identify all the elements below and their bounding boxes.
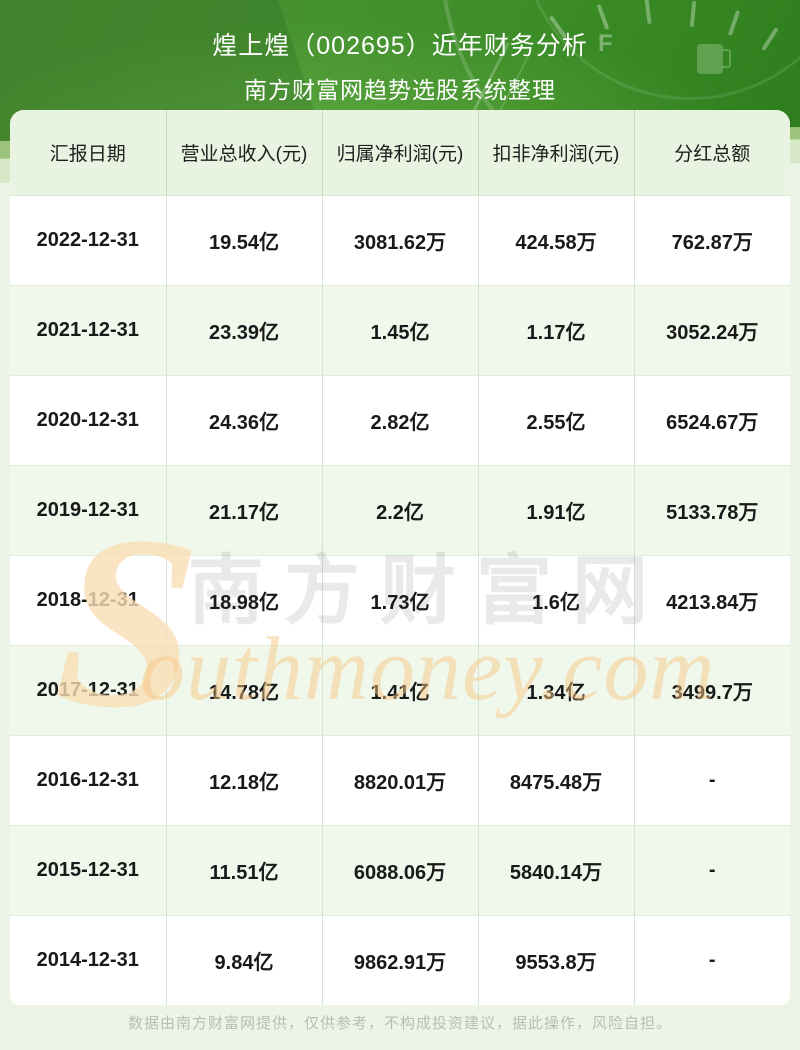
value-cell: 3052.24万 xyxy=(634,284,790,375)
value-cell: 18.98亿 xyxy=(166,554,323,645)
table-row: 2016-12-31 12.18亿 8820.01万 8475.48万 - xyxy=(10,734,790,825)
column-header: 汇报日期 xyxy=(10,110,167,196)
value-cell: 6524.67万 xyxy=(634,374,790,465)
value-cell: 1.17亿 xyxy=(478,284,635,375)
value-cell: 8475.48万 xyxy=(478,734,635,825)
value-cell: 762.87万 xyxy=(634,195,790,285)
fuel-pump-icon xyxy=(697,44,731,74)
value-cell: 424.58万 xyxy=(478,195,635,285)
value-cell: 9.84亿 xyxy=(166,914,323,1005)
table-row: 2021-12-31 23.39亿 1.45亿 1.17亿 3052.24万 xyxy=(10,284,790,375)
value-cell: 1.45亿 xyxy=(322,284,479,375)
report-date-cell: 2022-12-31 xyxy=(10,195,167,285)
value-cell: 4213.84万 xyxy=(634,554,790,645)
value-cell: 19.54亿 xyxy=(166,195,323,285)
value-cell: 5133.78万 xyxy=(634,464,790,555)
value-cell: - xyxy=(634,734,790,825)
value-cell: 3081.62万 xyxy=(322,195,479,285)
report-date-cell: 2021-12-31 xyxy=(10,284,167,375)
report-date-cell: 2014-12-31 xyxy=(10,914,167,1005)
value-cell: - xyxy=(634,914,790,1005)
table-row: 2020-12-31 24.36亿 2.82亿 2.55亿 6524.67万 xyxy=(10,374,790,465)
value-cell: 1.73亿 xyxy=(322,554,479,645)
page-subtitle: 南方财富网趋势选股系统整理 xyxy=(244,77,556,103)
value-cell: 24.36亿 xyxy=(166,374,323,465)
report-date-cell: 2017-12-31 xyxy=(10,644,167,735)
value-cell: - xyxy=(634,824,790,915)
value-cell: 8820.01万 xyxy=(322,734,479,825)
report-date-cell: 2015-12-31 xyxy=(10,824,167,915)
value-cell: 1.91亿 xyxy=(478,464,635,555)
value-cell: 6088.06万 xyxy=(322,824,479,915)
value-cell: 5840.14万 xyxy=(478,824,635,915)
report-date-cell: 2019-12-31 xyxy=(10,464,167,555)
value-cell: 2.2亿 xyxy=(322,464,479,555)
value-cell: 21.17亿 xyxy=(166,464,323,555)
column-header: 营业总收入(元) xyxy=(166,110,323,196)
value-cell: 9862.91万 xyxy=(322,914,479,1005)
value-cell: 1.34亿 xyxy=(478,644,635,735)
table-row: 2014-12-31 9.84亿 9862.91万 9553.8万 - xyxy=(10,914,790,1005)
report-date-cell: 2018-12-31 xyxy=(10,554,167,645)
table-row: 2018-12-31 18.98亿 1.73亿 1.6亿 4213.84万 xyxy=(10,554,790,645)
table-row: 2015-12-31 11.51亿 6088.06万 5840.14万 - xyxy=(10,824,790,915)
table-body: 2022-12-31 19.54亿 3081.62万 424.58万 762.87万 20… xyxy=(10,195,790,1005)
financial-table: 汇报日期 营业总收入(元) 归属净利润(元) 扣非净利润(元) 分红总额 2022-12… xyxy=(10,110,790,1005)
column-header: 扣非净利润(元) xyxy=(478,110,635,196)
table-row: 2022-12-31 19.54亿 3081.62万 424.58万 762.87万 xyxy=(10,195,790,285)
value-cell: 3499.7万 xyxy=(634,644,790,735)
report-date-cell: 2020-12-31 xyxy=(10,374,167,465)
value-cell: 23.39亿 xyxy=(166,284,323,375)
table-header-row: 汇报日期 营业总收入(元) 归属净利润(元) 扣非净利润(元) 分红总额 xyxy=(10,110,790,196)
page-title: 煌上煌（002695）近年财务分析 xyxy=(212,32,588,60)
gauge-f-label: F xyxy=(598,30,613,57)
value-cell: 14.78亿 xyxy=(166,644,323,735)
value-cell: 11.51亿 xyxy=(166,824,323,915)
column-header: 归属净利润(元) xyxy=(322,110,479,196)
value-cell: 1.6亿 xyxy=(478,554,635,645)
report-date-cell: 2016-12-31 xyxy=(10,734,167,825)
value-cell: 2.55亿 xyxy=(478,374,635,465)
value-cell: 1.41亿 xyxy=(322,644,479,735)
table-row: 2017-12-31 14.78亿 1.41亿 1.34亿 3499.7万 xyxy=(10,644,790,735)
financial-table-card: 汇报日期 营业总收入(元) 归属净利润(元) 扣非净利润(元) 分红总额 2022-12… xyxy=(10,110,790,1005)
column-header: 分红总额 xyxy=(634,110,790,196)
value-cell: 9553.8万 xyxy=(478,914,635,1005)
value-cell: 2.82亿 xyxy=(322,374,479,465)
value-cell: 12.18亿 xyxy=(166,734,323,825)
footer-disclaimer: 数据由南方财富网提供，仅供参考，不构成投资建议，据此操作，风险自担。 xyxy=(127,1015,672,1032)
table-row: 2019-12-31 21.17亿 2.2亿 1.91亿 5133.78万 xyxy=(10,464,790,555)
